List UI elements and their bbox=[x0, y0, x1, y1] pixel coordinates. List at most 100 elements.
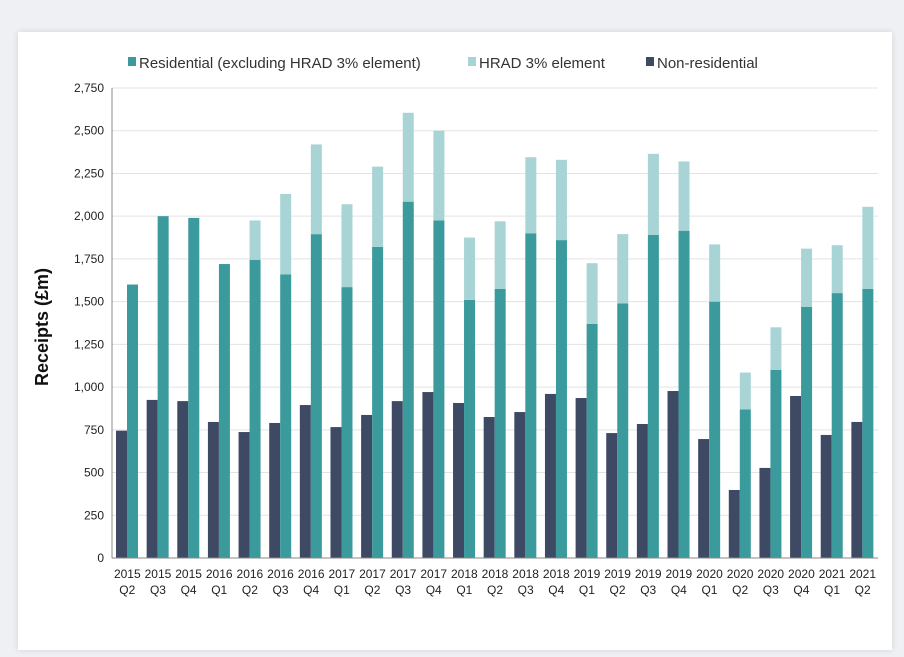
x-tick-label-year: 2019 bbox=[665, 567, 692, 581]
x-tick-label-quarter: Q1 bbox=[579, 583, 595, 597]
x-tick-label-quarter: Q2 bbox=[242, 583, 258, 597]
bar-non-residential bbox=[606, 433, 618, 558]
x-tick-label-quarter: Q3 bbox=[273, 583, 289, 597]
x-tick-label-year: 2020 bbox=[727, 567, 754, 581]
legend-swatch bbox=[128, 57, 136, 66]
x-tick-label-year: 2016 bbox=[298, 567, 325, 581]
x-tick-label-year: 2016 bbox=[267, 567, 294, 581]
bar-non-residential bbox=[330, 427, 342, 558]
x-tick-label-quarter: Q4 bbox=[303, 583, 319, 597]
bar-non-residential bbox=[116, 430, 127, 558]
bar-non-residential bbox=[483, 417, 495, 558]
bar-hrad bbox=[525, 157, 537, 234]
bar-hrad bbox=[494, 221, 506, 289]
bar-residential bbox=[157, 216, 169, 558]
bar-residential bbox=[218, 264, 230, 558]
y-tick-label: 750 bbox=[84, 423, 104, 437]
bar-non-residential bbox=[207, 421, 219, 558]
bar-hrad bbox=[555, 159, 567, 241]
x-tick-label-year: 2017 bbox=[420, 567, 447, 581]
x-tick-label-year: 2021 bbox=[819, 567, 846, 581]
bar-hrad bbox=[586, 263, 598, 324]
x-tick-label-quarter: Q2 bbox=[855, 583, 871, 597]
y-tick-label: 0 bbox=[97, 551, 104, 565]
bar-residential bbox=[617, 303, 629, 558]
legend-label: Non-residential bbox=[657, 55, 758, 72]
bar-non-residential bbox=[698, 439, 710, 558]
x-tick-label-year: 2018 bbox=[451, 567, 478, 581]
x-tick-label-quarter: Q1 bbox=[456, 583, 472, 597]
bar-non-residential bbox=[299, 405, 311, 558]
x-tick-label-year: 2016 bbox=[206, 567, 233, 581]
bar-residential bbox=[647, 234, 659, 558]
bar-residential bbox=[831, 293, 843, 558]
bar-hrad bbox=[709, 244, 721, 302]
bar-non-residential bbox=[361, 414, 373, 558]
bar-non-residential bbox=[514, 412, 526, 558]
bar-residential bbox=[402, 201, 414, 558]
x-tick-label-quarter: Q4 bbox=[548, 583, 564, 597]
bar-non-residential bbox=[851, 421, 863, 558]
x-tick-label-quarter: Q2 bbox=[364, 583, 380, 597]
bar-non-residential bbox=[820, 434, 832, 558]
x-tick-label-year: 2019 bbox=[604, 567, 631, 581]
chart-card: 0 250 500 750 1,000 1,250 1,500 1,750 2,000 2,250… bbox=[18, 32, 892, 650]
bar-hrad bbox=[647, 153, 659, 235]
x-tick-label-quarter: Q4 bbox=[671, 583, 687, 597]
y-tick-label: 1,750 bbox=[74, 252, 104, 266]
bar-residential bbox=[372, 246, 384, 559]
bar-non-residential bbox=[575, 398, 587, 558]
bar-hrad bbox=[372, 166, 384, 247]
x-tick-label-quarter: Q3 bbox=[640, 583, 656, 597]
bar-hrad bbox=[678, 161, 690, 231]
bar-residential bbox=[188, 217, 200, 558]
x-tick-label-year: 2017 bbox=[328, 567, 355, 581]
y-tick-label: 250 bbox=[84, 508, 104, 522]
x-tick-label-year: 2015 bbox=[175, 567, 202, 581]
y-tick-label: 1,000 bbox=[74, 380, 104, 394]
bar-residential bbox=[678, 230, 690, 558]
x-tick-label-quarter: Q1 bbox=[211, 583, 227, 597]
legend-label: HRAD 3% element bbox=[479, 55, 606, 72]
bar-hrad bbox=[433, 130, 445, 221]
bar-residential bbox=[464, 299, 476, 558]
bar-hrad bbox=[862, 206, 874, 289]
bar-residential bbox=[341, 287, 353, 558]
bar-hrad bbox=[801, 248, 813, 307]
bar-hrad bbox=[831, 245, 843, 294]
bar-non-residential bbox=[146, 399, 158, 558]
x-tick-label-year: 2020 bbox=[696, 567, 723, 581]
x-tick-label-year: 2017 bbox=[359, 567, 386, 581]
bar-hrad bbox=[341, 204, 353, 288]
x-tick-label-quarter: Q4 bbox=[426, 583, 442, 597]
bar-non-residential bbox=[269, 422, 281, 558]
bar-residential bbox=[862, 288, 874, 558]
bar-residential bbox=[249, 259, 261, 558]
bar-non-residential bbox=[422, 392, 434, 558]
x-tick-label-quarter: Q2 bbox=[610, 583, 626, 597]
receipts-bar-chart: 0 250 500 750 1,000 1,250 1,500 1,750 2,000 2,250… bbox=[32, 55, 878, 597]
bar-residential bbox=[709, 301, 721, 558]
x-tick-label-quarter: Q3 bbox=[763, 583, 779, 597]
x-tick-label-quarter: Q1 bbox=[701, 583, 717, 597]
bar-non-residential bbox=[790, 395, 802, 558]
bar-hrad bbox=[770, 327, 782, 370]
x-tick-label-year: 2019 bbox=[574, 567, 601, 581]
x-tick-label-year: 2017 bbox=[390, 567, 417, 581]
x-tick-label-quarter: Q2 bbox=[732, 583, 748, 597]
legend-label: Residential (excluding HRAD 3% element) bbox=[139, 55, 421, 72]
x-tick-label-year: 2015 bbox=[114, 567, 141, 581]
bar-non-residential bbox=[177, 401, 189, 558]
bar-non-residential bbox=[453, 402, 465, 558]
bar-non-residential bbox=[728, 489, 740, 558]
y-tick-label: 2,000 bbox=[74, 209, 104, 223]
y-tick-label: 1,500 bbox=[74, 295, 104, 309]
bar-residential bbox=[127, 284, 138, 558]
bar-hrad bbox=[249, 220, 261, 260]
y-axis-label: Receipts (£m) bbox=[32, 268, 52, 386]
bar-hrad bbox=[402, 112, 414, 202]
x-tick-label-year: 2021 bbox=[849, 567, 876, 581]
bar-hrad bbox=[310, 144, 322, 235]
x-tick-label-quarter: Q3 bbox=[518, 583, 534, 597]
x-tick-label-year: 2016 bbox=[237, 567, 264, 581]
